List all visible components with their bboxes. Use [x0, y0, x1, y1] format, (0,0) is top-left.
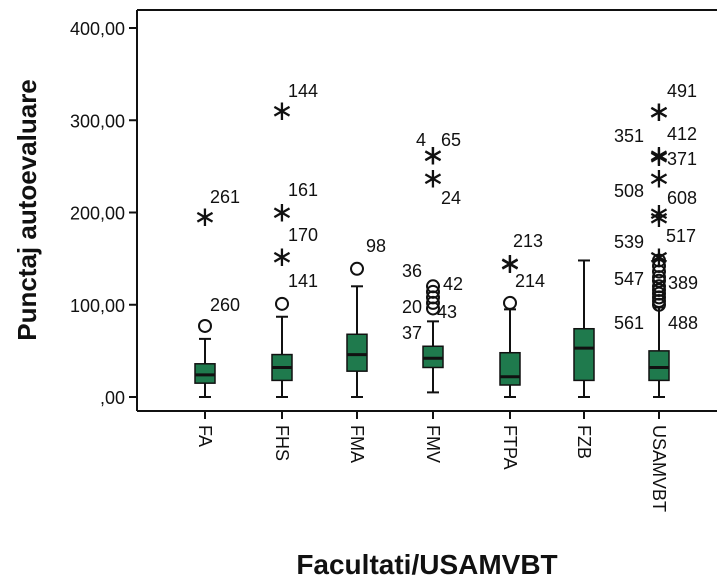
box-fma	[347, 286, 367, 397]
outlier-label: 412	[667, 124, 697, 144]
box-fa	[195, 339, 215, 397]
outlier-label: 389	[668, 273, 698, 293]
outlier-label: 42	[443, 274, 463, 294]
box-fmv	[423, 321, 443, 392]
outlier-label: 214	[515, 271, 545, 291]
outlier-label: 213	[513, 231, 543, 251]
outlier-circle	[276, 298, 288, 310]
outlier-label: 4	[416, 130, 426, 150]
x-tick-label: FTPA	[500, 425, 520, 470]
outlier-label: 161	[288, 180, 318, 200]
outlier-label: 539	[614, 232, 644, 252]
outlier-star: ∗	[270, 196, 293, 229]
outliers: ∗∗∗∗∗∗∗∗∗ ∗∗∗∗∗∗∗∗26026114117016114498372…	[193, 81, 698, 343]
y-tick-label: 300,00	[70, 111, 125, 131]
box-body	[500, 353, 520, 385]
y-tick-label: ,00	[100, 388, 125, 408]
outlier-label: 371	[667, 149, 697, 169]
x-ticks: FA FHS FMA FMV FTPA FZB USAMVBT	[195, 411, 669, 512]
outlier-label: 561	[614, 313, 644, 333]
box-fhs	[272, 317, 292, 397]
outlier-label: 608	[667, 188, 697, 208]
x-tick-label: FMV	[423, 425, 443, 463]
outlier-label: 36	[402, 261, 422, 281]
x-tick-label: FZB	[574, 425, 594, 459]
outlier-label: 488	[668, 313, 698, 333]
y-tick-label: 400,00	[70, 19, 125, 39]
outlier-label: 547	[614, 269, 644, 289]
outlier-label: 491	[667, 81, 697, 101]
box-body	[347, 334, 367, 371]
box-body	[574, 329, 594, 381]
outlier-label: 508	[614, 181, 644, 201]
outlier-label: 98	[366, 236, 386, 256]
box-usamvbt	[649, 308, 669, 397]
x-tick-label: FHS	[272, 425, 292, 461]
outlier-label: 24	[441, 188, 461, 208]
outlier-label: 141	[288, 271, 318, 291]
box-fzb	[574, 260, 594, 397]
x-tick-label: FA	[195, 425, 215, 447]
outlier-circle	[504, 297, 516, 309]
outlier-label: 351	[614, 126, 644, 146]
outlier-label: 517	[666, 226, 696, 246]
outlier-label: 260	[210, 295, 240, 315]
outlier-label: 65	[441, 130, 461, 150]
box-ftpa	[500, 309, 520, 397]
outlier-label: 144	[288, 81, 318, 101]
y-tick-label: 100,00	[70, 296, 125, 316]
x-tick-label: FMA	[347, 425, 367, 463]
outlier-label: 170	[288, 225, 318, 245]
outlier-label: 261	[210, 187, 240, 207]
box-body	[649, 351, 669, 381]
y-axis-title: Punctaj autoevaluare	[12, 79, 42, 341]
y-tick-label: 200,00	[70, 204, 125, 224]
y-ticks: ,00 100,00 200,00 300,00 400,00	[70, 19, 137, 408]
x-tick-label: USAMVBT	[649, 425, 669, 512]
x-axis-title: Facultati/USAMVBT	[296, 549, 557, 578]
outlier-label: 37	[402, 323, 422, 343]
outlier-circle	[199, 320, 211, 332]
outlier-label: 20	[402, 297, 422, 317]
outlier-circle	[351, 263, 363, 275]
outlier-label: 43	[437, 302, 457, 322]
